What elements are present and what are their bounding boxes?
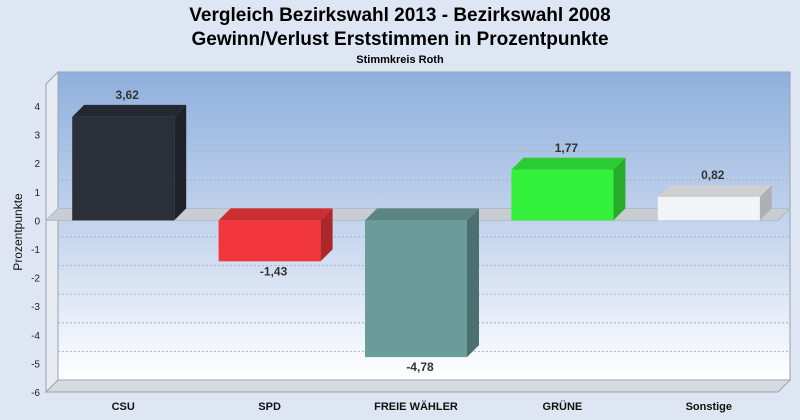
chart-caption: Stimmkreis Roth — [356, 54, 444, 66]
data-label: -1,43 — [260, 264, 288, 278]
y-tick-label: 2 — [34, 159, 40, 170]
x-axis-categories: CSU SPD FREIE WÄHLER GRÜNE Sonstige — [112, 400, 732, 413]
y-tick-label: 3 — [34, 131, 40, 142]
y-tick-label: -6 — [31, 388, 40, 399]
data-labels: 3,62 -1,43 -4,78 1,77 0,82 — [116, 88, 725, 374]
y-tick-label: -5 — [31, 359, 40, 370]
y-tick-label: 1 — [34, 188, 40, 199]
x-tick-label: SPD — [258, 401, 281, 413]
y-axis-ticks: -6 -5 -4 -3 -2 -1 0 1 2 3 4 — [31, 102, 40, 399]
plot-floor — [44, 379, 792, 393]
x-tick-label: Sonstige — [686, 401, 732, 413]
y-axis-label: Prozentpunkte — [11, 193, 25, 271]
data-label: 1,77 — [555, 141, 579, 155]
y-tick-label: -1 — [31, 245, 40, 256]
y-tick-label: -2 — [31, 274, 40, 285]
plot-side-wall — [45, 70, 59, 394]
x-tick-label: CSU — [112, 401, 135, 413]
bars — [72, 104, 772, 358]
x-tick-label: FREIE WÄHLER — [374, 400, 458, 413]
y-tick-label: 0 — [34, 216, 40, 227]
y-tick-label: -3 — [31, 302, 40, 313]
bar-sonstige — [657, 184, 772, 221]
y-tick-label: 4 — [34, 102, 40, 113]
y-tick-label: -4 — [31, 331, 40, 342]
bar-grüne — [511, 157, 626, 221]
data-label: -4,78 — [406, 360, 434, 374]
bar-csu — [72, 104, 187, 221]
bar-spd — [218, 208, 333, 262]
chart-title: Vergleich Bezirkswahl 2013 - Bezirkswahl… — [189, 5, 610, 26]
data-label: 0,82 — [701, 168, 725, 182]
x-tick-label: GRÜNE — [543, 400, 583, 413]
bar-freie-wähler — [365, 208, 479, 358]
data-label: 3,62 — [116, 88, 140, 102]
chart-subtitle: Gewinn/Verlust Erststimmen in Prozentpun… — [191, 29, 608, 50]
